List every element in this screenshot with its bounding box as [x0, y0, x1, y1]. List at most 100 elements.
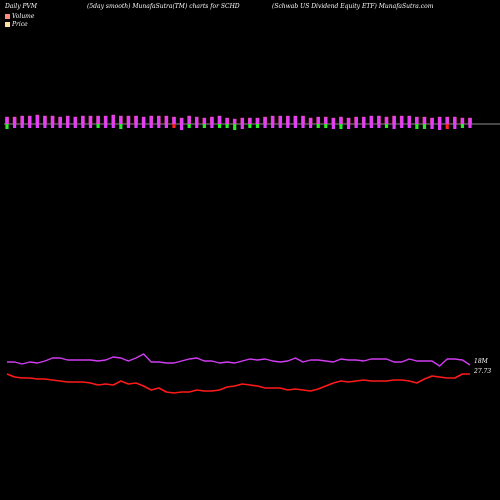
volume-bar-up	[293, 115, 298, 125]
volume-bar-up	[141, 116, 146, 125]
volume-bar-down	[392, 124, 396, 129]
volume-bar-down	[157, 124, 161, 128]
volume-bar-up	[301, 115, 305, 125]
volume-bar-up	[270, 115, 275, 125]
volume-bar-up	[111, 114, 116, 125]
volume-bar	[5, 116, 9, 129]
volume-bar	[422, 116, 427, 129]
volume-bar-down	[88, 124, 93, 128]
volume-bar	[286, 115, 290, 128]
volume-bar-up	[50, 115, 55, 125]
volume-bar-up	[164, 115, 169, 125]
volume-bar-up	[134, 115, 138, 125]
volume-bar-up	[225, 117, 229, 125]
volume-bar-up	[248, 117, 252, 125]
volume-bar-down	[331, 124, 335, 129]
volume-bar	[179, 117, 184, 130]
price-line	[6, 373, 470, 394]
volume-bar	[172, 116, 176, 128]
volume-bar-down	[377, 124, 381, 128]
volume-bar	[157, 115, 161, 128]
legend-volume: Volume	[5, 13, 34, 20]
volume-bar	[255, 117, 260, 128]
volume-line	[7, 353, 471, 367]
volume-bar-down	[217, 124, 222, 128]
volume-bar-down	[210, 124, 214, 128]
volume-bar-up	[232, 118, 237, 125]
volume-bar-down	[28, 124, 32, 128]
volume-bar-down	[445, 124, 449, 129]
volume-bar	[65, 115, 70, 128]
volume-bar	[202, 117, 207, 128]
volume-bar-up	[27, 115, 32, 125]
volume-bar-down	[35, 124, 39, 128]
volume-bar	[263, 116, 267, 128]
volume-bar	[58, 116, 62, 128]
volume-bar-down	[286, 124, 290, 128]
volume-bar-down	[438, 124, 442, 130]
volume-bar-up	[369, 115, 374, 125]
volume-bar-up	[354, 116, 358, 125]
volume-bar	[399, 115, 404, 128]
volume-bar-down	[134, 124, 138, 128]
volume-bar-down	[369, 124, 373, 128]
volume-bar	[240, 117, 245, 129]
volume-bar-up	[157, 115, 161, 125]
volume-bar-up	[392, 115, 396, 125]
volume-bar-up	[81, 115, 85, 125]
volume-end-label: 18M	[474, 358, 488, 365]
volume-bar-up	[377, 115, 381, 125]
legend-price: Price	[5, 21, 28, 28]
volume-bar	[141, 116, 146, 128]
volume-bar-up	[468, 117, 472, 125]
volume-bar	[217, 115, 222, 128]
volume-bar-up	[445, 116, 450, 125]
volume-bar	[354, 116, 358, 128]
volume-bar	[377, 115, 381, 128]
volume-bar-up	[194, 116, 199, 125]
volume-bar	[460, 117, 465, 128]
volume-bar	[111, 114, 116, 128]
volume-bar	[346, 117, 351, 129]
volume-bar-down	[384, 124, 389, 128]
volume-bar-up	[126, 115, 131, 125]
volume-bar	[308, 117, 313, 128]
volume-bar	[384, 116, 389, 128]
volume-bar-down	[126, 124, 131, 128]
volume-bar-down	[111, 124, 115, 128]
volume-bar-down	[43, 124, 47, 128]
volume-bar	[331, 117, 336, 129]
volume-bar-down	[278, 124, 282, 128]
volume-bar	[43, 115, 47, 128]
volume-bar-down	[195, 124, 199, 128]
volume-bar	[164, 115, 169, 128]
volume-bar-down	[453, 124, 457, 129]
volume-bar	[96, 115, 100, 128]
volume-bar-down	[324, 124, 328, 128]
volume-bar-down	[187, 124, 191, 128]
volume-bar-down	[400, 124, 404, 128]
volume-bar-up	[407, 115, 412, 125]
volume-bar-down	[149, 124, 153, 128]
volume-bar-up	[240, 117, 245, 125]
volume-bar-up	[119, 115, 123, 125]
chart-title: (5day smooth) MunafaSutra(TM) charts for…	[87, 3, 240, 10]
volume-bar	[134, 115, 138, 128]
volume-bar-up	[346, 117, 351, 125]
volume-bar-down	[20, 124, 24, 128]
legend-price-label: Price	[12, 21, 28, 28]
volume-bar	[392, 115, 396, 129]
volume-bar	[369, 115, 374, 128]
volume-bar	[126, 115, 131, 128]
volume-bar-down	[263, 124, 267, 128]
volume-bar-down	[460, 124, 465, 128]
volume-bar	[119, 115, 123, 129]
price-end-label: 27.73	[474, 368, 492, 375]
volume-bar-down	[50, 124, 55, 128]
volume-bar-up	[316, 116, 320, 125]
volume-bar-up	[415, 116, 419, 125]
volume-bar-up	[217, 115, 222, 125]
volume-bar-down	[5, 124, 9, 129]
volume-bar-down	[119, 124, 123, 129]
